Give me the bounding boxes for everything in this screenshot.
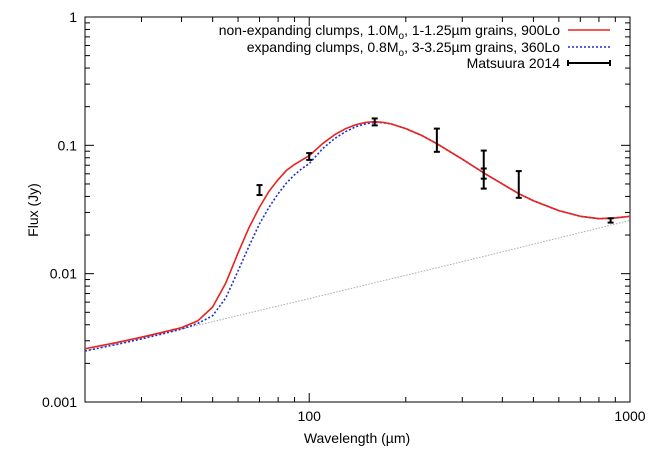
x-tick-label: 100 <box>298 408 322 424</box>
errorbar-point <box>480 167 487 190</box>
legend-label-part: o <box>399 48 405 59</box>
legend-label-part: non-expanding clumps, 1.0M <box>219 22 399 38</box>
legend-label-part: expanding clumps, 0.8M <box>247 39 399 55</box>
series-group <box>84 120 631 352</box>
plot-frame <box>84 16 631 403</box>
axis-ticks: 100 1000 1 0.1 0.01 0.001 <box>42 9 646 424</box>
errorbar-point <box>371 117 378 127</box>
y-tick-label: 0.01 <box>50 266 77 282</box>
errorbar-point <box>256 184 263 197</box>
y-axis-title: Flux (Jy) <box>25 183 41 237</box>
legend-label: expanding clumps, 0.8Mo, 3-3.25µm grains… <box>247 39 560 59</box>
legend-label-part: , 3-3.25µm grains, 360Lo <box>404 39 560 55</box>
y-tick-label: 1 <box>69 9 77 25</box>
legend-label-part: Matsuura 2014 <box>467 55 561 71</box>
errorbar-point <box>433 127 440 153</box>
x-tick-label: 1000 <box>614 408 645 424</box>
series-line-1 <box>84 121 631 352</box>
errorbar-point <box>607 217 614 224</box>
legend-label: non-expanding clumps, 1.0Mo, 1-1.25µm gr… <box>219 22 560 42</box>
errorbar-group <box>256 117 614 224</box>
legend-label-part: , 1-1.25µm grains, 900Lo <box>404 22 560 38</box>
x-axis-title: Wavelength (µm) <box>304 430 410 446</box>
legend-label: Matsuura 2014 <box>467 55 561 71</box>
y-tick-label: 0.001 <box>42 394 77 410</box>
series-line-0 <box>84 120 631 350</box>
legend: non-expanding clumps, 1.0Mo, 1-1.25µm gr… <box>219 22 611 71</box>
legend-label-part: o <box>399 31 405 42</box>
y-tick-label: 0.1 <box>58 137 78 153</box>
series-line-2 <box>84 219 631 352</box>
errorbar-point <box>515 170 522 199</box>
errorbar-point <box>306 152 313 161</box>
